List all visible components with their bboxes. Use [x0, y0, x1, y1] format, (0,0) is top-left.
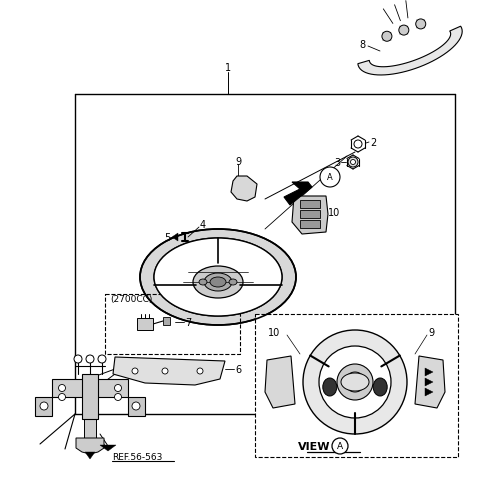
Polygon shape	[128, 397, 145, 416]
Circle shape	[98, 355, 106, 363]
Polygon shape	[292, 197, 328, 235]
Polygon shape	[172, 233, 178, 242]
Circle shape	[74, 355, 82, 363]
Ellipse shape	[140, 229, 296, 325]
Text: 10: 10	[328, 208, 340, 217]
Circle shape	[132, 368, 138, 374]
Circle shape	[115, 393, 121, 401]
Text: 3: 3	[334, 158, 340, 167]
Polygon shape	[113, 357, 225, 385]
Text: VIEW: VIEW	[298, 441, 330, 451]
Circle shape	[348, 158, 358, 167]
Ellipse shape	[373, 378, 387, 396]
Circle shape	[337, 364, 373, 400]
Ellipse shape	[210, 277, 226, 287]
Text: 2: 2	[370, 138, 376, 148]
Bar	[52, 379, 128, 397]
Circle shape	[319, 346, 391, 418]
Text: 4: 4	[200, 220, 206, 229]
Circle shape	[59, 385, 65, 392]
Bar	[163, 318, 170, 325]
Text: 7: 7	[185, 318, 191, 327]
Text: 9: 9	[235, 157, 241, 166]
Text: 6: 6	[235, 364, 241, 374]
Bar	[82, 374, 98, 419]
Polygon shape	[425, 378, 433, 386]
Text: 5: 5	[164, 232, 170, 242]
Circle shape	[86, 355, 94, 363]
Text: REF.56-563: REF.56-563	[112, 453, 162, 462]
Polygon shape	[231, 177, 257, 201]
Bar	[300, 211, 320, 219]
Polygon shape	[265, 356, 295, 408]
Bar	[84, 416, 96, 438]
Ellipse shape	[154, 239, 282, 317]
Circle shape	[162, 368, 168, 374]
Circle shape	[197, 368, 203, 374]
Bar	[300, 221, 320, 228]
Ellipse shape	[204, 273, 232, 291]
Polygon shape	[85, 452, 95, 459]
Polygon shape	[425, 388, 433, 396]
Circle shape	[416, 20, 426, 30]
Text: A: A	[327, 173, 333, 182]
Circle shape	[345, 372, 365, 392]
Polygon shape	[76, 438, 104, 454]
Ellipse shape	[229, 279, 237, 286]
Polygon shape	[35, 397, 52, 416]
Text: A: A	[337, 441, 343, 451]
Circle shape	[303, 330, 407, 434]
Ellipse shape	[323, 378, 337, 396]
Circle shape	[40, 402, 48, 410]
Polygon shape	[415, 356, 445, 408]
Circle shape	[59, 393, 65, 401]
Polygon shape	[284, 182, 312, 206]
Polygon shape	[358, 27, 462, 76]
Circle shape	[332, 438, 348, 454]
Text: 1: 1	[225, 63, 231, 73]
Polygon shape	[255, 314, 458, 457]
Text: 9: 9	[428, 327, 434, 337]
Circle shape	[350, 160, 356, 165]
Circle shape	[320, 167, 340, 188]
Bar	[300, 200, 320, 209]
Circle shape	[354, 141, 362, 149]
Text: 8: 8	[359, 40, 365, 50]
Text: (2700CC): (2700CC)	[110, 295, 152, 304]
Circle shape	[115, 385, 121, 392]
Ellipse shape	[154, 239, 282, 317]
Polygon shape	[100, 445, 116, 451]
Circle shape	[382, 32, 392, 42]
Ellipse shape	[341, 373, 369, 391]
Text: 10: 10	[268, 327, 280, 337]
Ellipse shape	[199, 279, 207, 286]
Polygon shape	[425, 368, 433, 376]
Circle shape	[132, 402, 140, 410]
Circle shape	[399, 26, 409, 36]
Bar	[137, 318, 153, 330]
Ellipse shape	[193, 267, 243, 298]
